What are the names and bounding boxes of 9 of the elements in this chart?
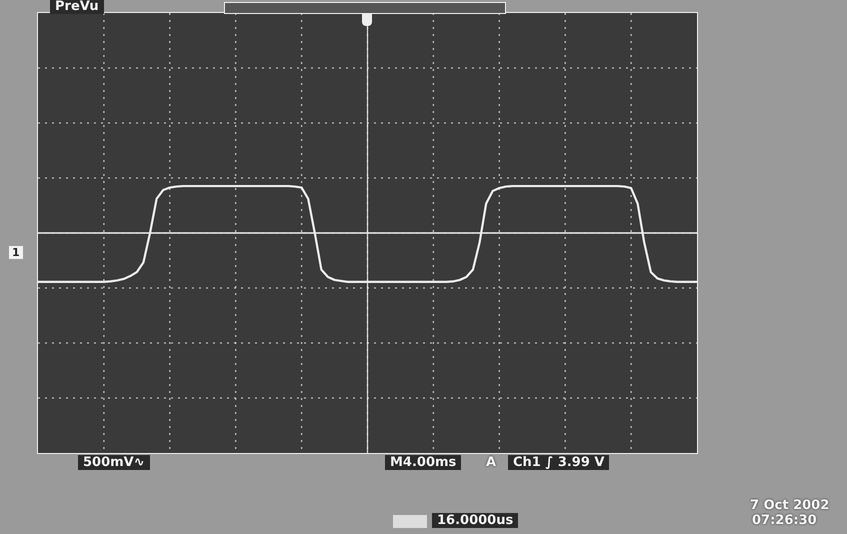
text: Ch1 ∫ 3.99 V: [508, 455, 610, 470]
text: 1: [9, 246, 23, 259]
text: 16.0000us: [432, 513, 518, 528]
text: 07:26:30: [752, 513, 817, 528]
text: PreVu: [50, 0, 104, 14]
text: M4.00ms: [385, 455, 462, 470]
text: 7 Oct 2002: [750, 498, 830, 513]
text: 500mV∿: [78, 455, 150, 470]
text: A: [486, 455, 496, 470]
